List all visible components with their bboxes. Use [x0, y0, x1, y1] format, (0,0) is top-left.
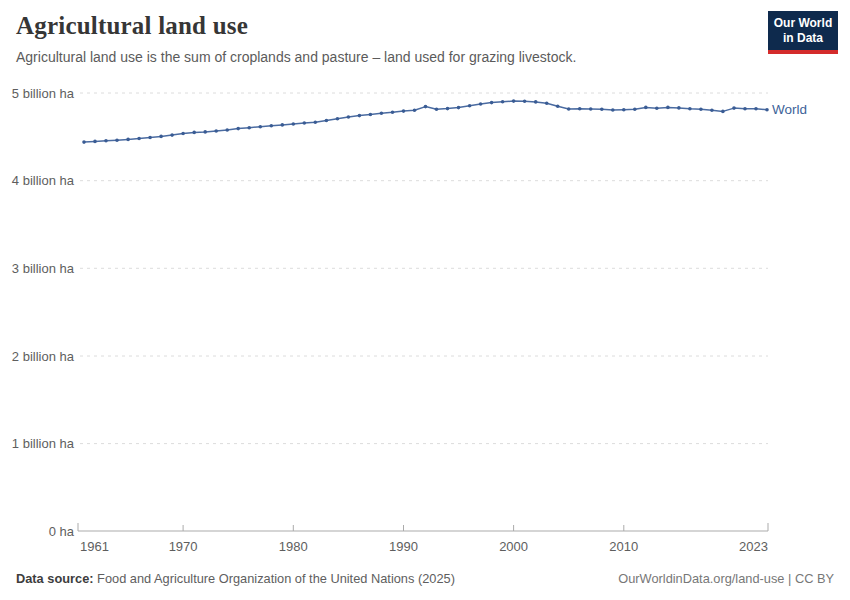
- data-point: [391, 111, 395, 115]
- data-point: [203, 130, 207, 134]
- data-point: [567, 107, 571, 111]
- data-point: [743, 107, 747, 111]
- data-point: [688, 107, 692, 111]
- data-point: [325, 119, 329, 123]
- data-point: [622, 108, 626, 112]
- data-point: [600, 108, 604, 112]
- data-point: [126, 138, 130, 142]
- data-point: [192, 131, 196, 135]
- data-point: [247, 126, 251, 130]
- y-axis-tick-label: 1 billion ha: [12, 436, 75, 451]
- data-point: [435, 108, 439, 112]
- data-point: [314, 121, 318, 125]
- x-axis-line: [78, 523, 768, 531]
- data-point: [270, 124, 274, 128]
- data-point: [644, 106, 648, 110]
- data-point: [303, 121, 307, 125]
- data-point: [446, 107, 450, 111]
- chart-plot-area[interactable]: 5 billion ha 4 billion ha 3 billion ha 2 bi…: [0, 0, 850, 600]
- owid-chart-page: Agricultural land use Agricultural land …: [0, 0, 850, 600]
- data-point: [402, 109, 406, 113]
- data-point: [181, 132, 185, 136]
- data-point: [413, 109, 417, 113]
- data-point: [721, 110, 725, 114]
- data-point: [589, 107, 593, 111]
- data-point: [710, 109, 714, 113]
- data-point: [225, 128, 229, 132]
- x-axis-tick-label: 2000: [499, 539, 528, 554]
- data-point: [754, 107, 758, 111]
- data-point: [633, 108, 637, 112]
- data-point: [214, 129, 218, 133]
- data-point: [115, 138, 119, 142]
- data-point: [523, 99, 527, 103]
- y-axis-tick-label: 3 billion ha: [12, 261, 75, 276]
- x-axis-tick-label: 1980: [279, 539, 308, 554]
- data-point: [468, 104, 472, 108]
- data-point: [82, 140, 86, 144]
- data-point: [380, 111, 384, 115]
- data-point: [292, 122, 296, 126]
- data-point: [699, 108, 703, 112]
- data-point: [347, 115, 351, 119]
- data-point: [281, 123, 285, 127]
- data-point: [148, 136, 152, 140]
- data-point: [358, 114, 362, 118]
- data-point: [501, 100, 505, 104]
- data-point: [159, 135, 163, 139]
- data-point: [655, 107, 659, 111]
- data-point: [424, 105, 428, 109]
- data-point: [666, 106, 670, 110]
- x-axis-tick-label: 2010: [609, 539, 638, 554]
- chart-footer: Data source: Food and Agriculture Organi…: [16, 571, 834, 586]
- data-source: Data source: Food and Agriculture Organi…: [16, 571, 455, 586]
- x-axis-tick-label: 2023: [739, 539, 768, 554]
- data-point: [137, 137, 141, 141]
- data-point: [259, 125, 263, 129]
- data-source-text: Food and Agriculture Organization of the…: [94, 571, 455, 586]
- data-point: [490, 101, 494, 105]
- data-point: [611, 108, 615, 112]
- series-label-world[interactable]: World: [772, 102, 807, 117]
- x-axis-tick-label: 1990: [389, 539, 418, 554]
- y-axis-tick-label: 4 billion ha: [12, 173, 75, 188]
- data-point: [556, 105, 560, 109]
- data-point: [104, 139, 108, 143]
- data-point: [732, 106, 736, 110]
- data-point: [677, 106, 681, 110]
- x-axis-tick-label: 1970: [169, 539, 198, 554]
- data-point: [93, 140, 97, 144]
- credit-link[interactable]: OurWorldinData.org/land-use | CC BY: [618, 571, 834, 586]
- data-point: [578, 107, 582, 111]
- data-point: [512, 99, 516, 103]
- y-axis-tick-label: 0 ha: [49, 524, 75, 539]
- data-point: [236, 127, 240, 131]
- y-axis-tick-label: 2 billion ha: [12, 349, 75, 364]
- data-point: [457, 106, 461, 110]
- data-point: [170, 133, 174, 137]
- data-source-label: Data source:: [16, 571, 94, 586]
- y-axis-tick-label: 5 billion ha: [12, 86, 75, 101]
- data-point: [534, 100, 538, 104]
- data-point: [765, 108, 769, 112]
- data-point: [545, 101, 549, 105]
- data-point: [336, 117, 340, 121]
- x-axis-tick-label: 1961: [80, 539, 109, 554]
- data-point: [369, 113, 373, 117]
- data-point: [479, 102, 483, 106]
